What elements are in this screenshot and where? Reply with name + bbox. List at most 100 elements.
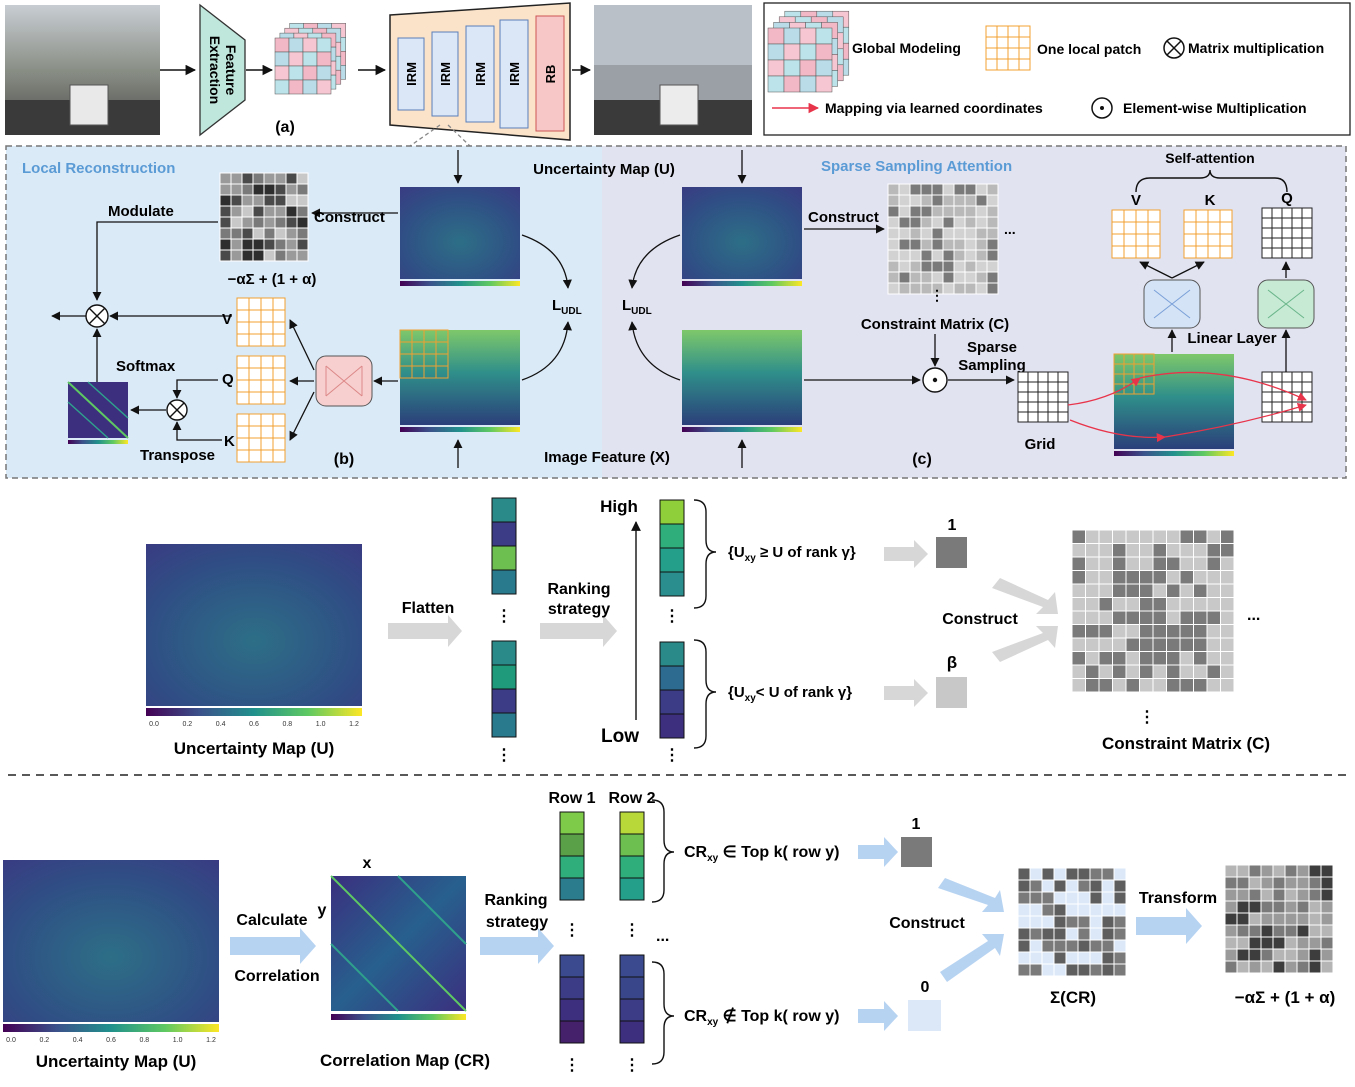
- arrow-low-value: [884, 679, 928, 707]
- condition-not-top-k: CRxy ∉ Top k( row y): [684, 1007, 839, 1028]
- elementwise-node: [922, 367, 948, 393]
- input-van: [69, 84, 109, 126]
- self-attention-label: Self-attention: [1165, 150, 1254, 166]
- panel-b-uncertainty-map: [400, 187, 520, 286]
- linear-layer-q: [1257, 279, 1315, 329]
- panel-b-v: V: [222, 311, 232, 328]
- legend-local-patch: One local patch: [1037, 41, 1141, 57]
- panel-c-label: (c): [912, 451, 932, 468]
- row2-label: Row 2: [608, 790, 655, 807]
- mid-ellipsis-2: ⋮: [496, 747, 512, 764]
- panel-c-q: Q: [1281, 190, 1293, 207]
- colorbar-tick: 0.2: [39, 1037, 49, 1044]
- value-beta: β: [947, 653, 957, 672]
- value-one-cell-bottom: [901, 837, 932, 867]
- ranked-column-high: [659, 499, 685, 597]
- middle-constraint-matrix: [1071, 529, 1235, 693]
- legend-box: [763, 2, 1351, 136]
- panel-c-uncertainty-map: [682, 187, 802, 286]
- ranking-arrow-bottom: [480, 928, 554, 964]
- grid-label: Grid: [1025, 436, 1056, 453]
- colorbar-tick: 1.2: [349, 721, 359, 728]
- image-feature-label: Image Feature (X): [544, 449, 670, 466]
- sampled-local-patch: [1113, 353, 1155, 395]
- sparse-label-1: Sparse: [967, 339, 1017, 356]
- panel-c-image-feature: [682, 330, 802, 432]
- ranking-arrow-mid: [540, 615, 617, 647]
- panel-b-label: (b): [334, 451, 354, 468]
- panel-c-v: V: [1131, 192, 1141, 209]
- panel-c-constraint-matrix: [887, 183, 999, 295]
- flattened-column-bottom: [491, 640, 517, 738]
- transformed-matrix: [1224, 864, 1334, 974]
- condition-top-k: CRxy ∈ Top k( row y): [684, 844, 839, 864]
- rb-block-label: RB: [543, 65, 558, 84]
- flatten-arrow: [388, 615, 462, 647]
- middle-matrix-ellipsis-v: ⋮: [1139, 709, 1155, 726]
- legend-global-modeling: Global Modeling: [852, 40, 961, 56]
- value-one-cell: [936, 537, 967, 568]
- bottom-ranking-1: Ranking: [484, 892, 547, 909]
- brace-not-top-k: [651, 961, 675, 1065]
- linear-layer-kv: [1143, 279, 1201, 329]
- mid-ellipsis-4: ⋮: [664, 747, 680, 764]
- bot-ellipsis-4: ⋮: [564, 1057, 580, 1074]
- panel-b-q: Q: [222, 371, 234, 388]
- irm-4: IRM: [507, 62, 522, 86]
- bottom-uncertainty-map: [3, 860, 219, 1032]
- mid-ellipsis-1: ⋮: [496, 608, 512, 625]
- row2-bottom-column: [619, 954, 645, 1044]
- low-label: Low: [601, 726, 639, 747]
- panel-b-k: K: [224, 433, 235, 450]
- panel-b-image-feature: [400, 330, 520, 432]
- colorbar-tick: 0.4: [73, 1037, 83, 1044]
- colorbar-tick: 1.0: [316, 721, 326, 728]
- panel-c-sampled-feature: [1114, 354, 1234, 456]
- linear-layer-label: Linear Layer: [1187, 330, 1276, 347]
- bottom-construct-arrow-top: [938, 878, 1004, 912]
- matrix-multiplication-icon: [1163, 37, 1185, 59]
- row1-bottom-column: [559, 954, 585, 1044]
- colorbar-tick: 0.2: [182, 721, 192, 728]
- feature-extraction-block: [199, 3, 246, 137]
- legend-matrix-mult: Matrix multiplication: [1188, 40, 1324, 56]
- panel-b-network: [315, 355, 373, 407]
- bottom-construct-arrow-bottom: [940, 934, 1004, 982]
- bot-ellipsis-2: ⋮: [624, 922, 640, 939]
- panel-b-loss: LUDL: [552, 297, 582, 317]
- corr-x-label: x: [363, 855, 372, 872]
- legend-mapping: Mapping via learned coordinates: [825, 100, 1043, 116]
- panel-c-title: Sparse Sampling Attention: [821, 158, 1012, 175]
- panel-b-sparse-matrix: [219, 172, 309, 262]
- brace-high: [693, 499, 717, 609]
- panel-c-v-patch: [1111, 209, 1161, 259]
- bottom-uncertainty-label: Uncertainty Map (U): [36, 1052, 197, 1071]
- arrow-not-top-k: [858, 1001, 898, 1031]
- elementwise-multiplication-icon: [1091, 97, 1113, 119]
- colorbar-tick: 0.6: [106, 1037, 116, 1044]
- flattened-column-top: [491, 497, 517, 595]
- calculate-label: Calculate: [236, 912, 307, 929]
- bottom-ranking-2: strategy: [486, 914, 548, 931]
- colorbar-tick: 0.8: [282, 721, 292, 728]
- panel-b-construct: Construct: [314, 209, 385, 226]
- colorbar-tick: 0.6: [249, 721, 259, 728]
- local-patch-icon: [985, 25, 1031, 71]
- arrow-top-k: [858, 837, 898, 867]
- condition-low: {Uxy< U of rank γ}: [728, 684, 852, 704]
- value-beta-cell: [936, 677, 967, 708]
- ranking-label-1: Ranking: [547, 581, 610, 598]
- k-patch: [236, 413, 286, 463]
- irm-2: IRM: [438, 62, 453, 86]
- transform-label: Transform: [1139, 890, 1217, 907]
- value-zero-cell: [908, 1000, 941, 1031]
- bottom-colorbar-ticks: 0.0 0.2 0.4 0.6 0.8 1.0 1.2: [6, 1037, 216, 1044]
- middle-construct: Construct: [942, 611, 1018, 628]
- correlation-map: [330, 875, 467, 1020]
- feature-cube: [274, 23, 346, 95]
- bot-ellipsis-1: ⋮: [564, 922, 580, 939]
- panel-c-matrix-ellipsis-v: ⋮: [930, 287, 944, 303]
- qk-multiply-node: [166, 399, 188, 421]
- middle-matrix-ellipsis-h: ...: [1247, 607, 1260, 624]
